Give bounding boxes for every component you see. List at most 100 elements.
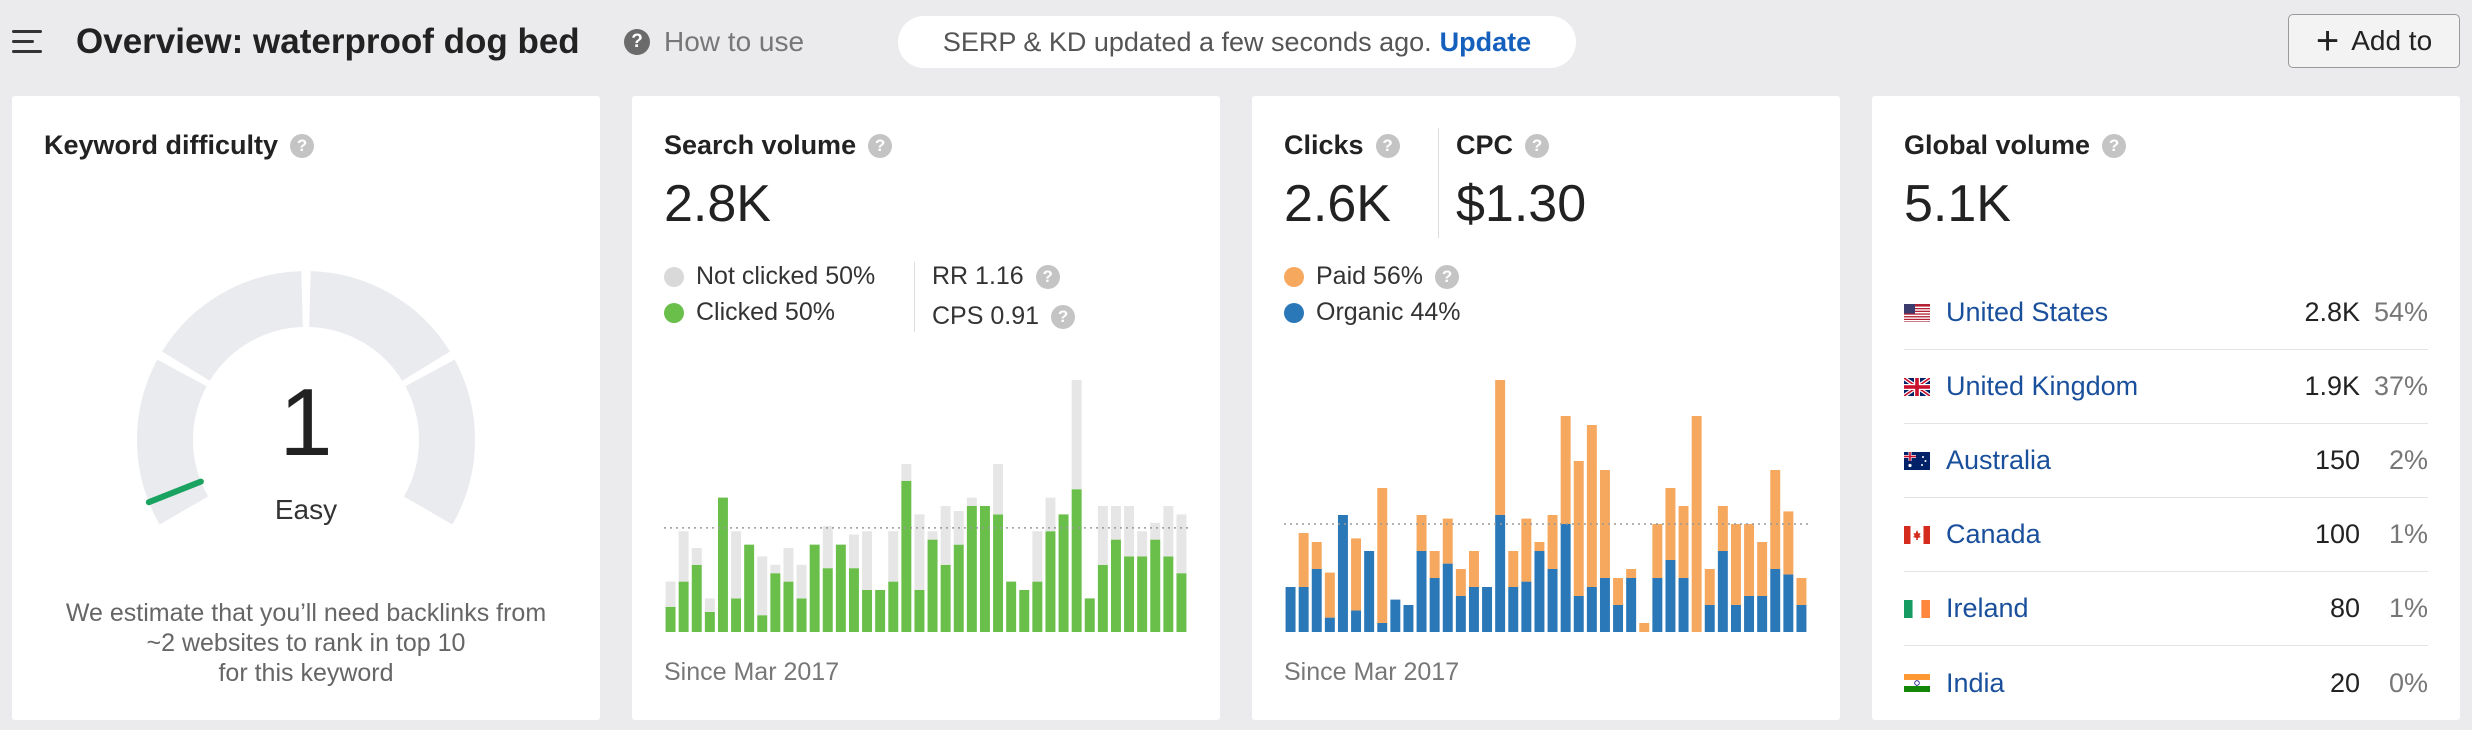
chart-bar[interactable] bbox=[1521, 581, 1532, 632]
chart-bar[interactable] bbox=[927, 531, 938, 540]
help-icon[interactable]: ? bbox=[1435, 264, 1460, 289]
chart-bar[interactable] bbox=[1163, 556, 1174, 632]
chart-bar[interactable] bbox=[1045, 497, 1056, 532]
chart-bar[interactable] bbox=[914, 590, 925, 632]
chart-bar[interactable] bbox=[1560, 524, 1571, 632]
chart-bar[interactable] bbox=[1298, 587, 1309, 632]
chart-bar[interactable] bbox=[1770, 470, 1781, 569]
chart-bar[interactable] bbox=[1071, 489, 1082, 632]
chart-bar[interactable] bbox=[1468, 587, 1479, 632]
country-link[interactable]: United Kingdom bbox=[1946, 371, 2139, 401]
chart-bar[interactable] bbox=[1150, 522, 1161, 540]
chart-bar[interactable] bbox=[1150, 539, 1161, 632]
chart-bar[interactable] bbox=[731, 598, 742, 632]
chart-bar[interactable] bbox=[848, 534, 859, 569]
chart-bar[interactable] bbox=[783, 581, 794, 632]
chart-bar[interactable] bbox=[1573, 596, 1584, 632]
chart-bar[interactable] bbox=[1547, 569, 1558, 632]
chart-bar[interactable] bbox=[1298, 533, 1309, 587]
chart-bar[interactable] bbox=[888, 531, 899, 582]
chart-bar[interactable] bbox=[717, 497, 728, 632]
chart-bar[interactable] bbox=[1495, 380, 1506, 515]
chart-bar[interactable] bbox=[1665, 488, 1676, 560]
chart-bar[interactable] bbox=[848, 568, 859, 632]
chart-bar[interactable] bbox=[1351, 538, 1362, 611]
chart-bar[interactable] bbox=[691, 564, 702, 632]
country-link[interactable]: India bbox=[1946, 667, 2005, 698]
chart-bar[interactable] bbox=[1560, 416, 1571, 524]
chart-bar[interactable] bbox=[1137, 556, 1148, 632]
chart-bar[interactable] bbox=[1678, 506, 1689, 578]
chart-bar[interactable] bbox=[809, 544, 820, 632]
chart-bar[interactable] bbox=[1717, 551, 1728, 632]
chart-bar[interactable] bbox=[1599, 578, 1610, 632]
chart-bar[interactable] bbox=[1521, 518, 1532, 582]
chart-bar[interactable] bbox=[665, 606, 676, 632]
chart-bar[interactable] bbox=[770, 573, 781, 632]
chart-bar[interactable] bbox=[862, 531, 873, 590]
chart-bar[interactable] bbox=[731, 531, 742, 599]
chart-bar[interactable] bbox=[1324, 572, 1335, 618]
help-icon[interactable]: ? bbox=[1525, 133, 1550, 158]
chart-bar[interactable] bbox=[1429, 578, 1440, 632]
chart-bar[interactable] bbox=[1626, 569, 1637, 578]
chart-bar[interactable] bbox=[1097, 506, 1108, 565]
help-icon[interactable]: ? bbox=[290, 133, 315, 158]
chart-bar[interactable] bbox=[1377, 488, 1388, 623]
chart-bar[interactable] bbox=[678, 581, 689, 632]
chart-bar[interactable] bbox=[796, 598, 807, 632]
chart-bar[interactable] bbox=[1796, 578, 1807, 605]
chart-bar[interactable] bbox=[1783, 511, 1794, 575]
chart-bar[interactable] bbox=[966, 497, 977, 506]
country-link[interactable]: Canada bbox=[1946, 519, 2041, 549]
add-to-button[interactable]: + Add to bbox=[2288, 14, 2460, 68]
chart-bar[interactable] bbox=[1744, 524, 1755, 596]
chart-bar[interactable] bbox=[1482, 587, 1493, 632]
chart-bar[interactable] bbox=[888, 581, 899, 632]
chart-bar[interactable] bbox=[678, 531, 689, 582]
chart-bar[interactable] bbox=[1084, 598, 1095, 632]
chart-bar[interactable] bbox=[993, 514, 1004, 632]
chart-bar[interactable] bbox=[1586, 587, 1597, 632]
chart-bar[interactable] bbox=[1416, 551, 1427, 632]
menu-icon[interactable] bbox=[12, 30, 42, 56]
chart-bar[interactable] bbox=[993, 464, 1004, 515]
chart-bar[interactable] bbox=[1110, 506, 1121, 540]
update-link[interactable]: Update bbox=[1439, 26, 1532, 57]
chart-bar[interactable] bbox=[1586, 425, 1597, 587]
chart-bar[interactable] bbox=[1665, 560, 1676, 632]
chart-bar[interactable] bbox=[1599, 470, 1610, 578]
chart-bar[interactable] bbox=[796, 564, 807, 599]
chart-bar[interactable] bbox=[1006, 581, 1017, 632]
chart-bar[interactable] bbox=[1324, 617, 1335, 632]
chart-bar[interactable] bbox=[822, 526, 833, 569]
help-icon[interactable]: ? bbox=[1035, 264, 1060, 289]
chart-bar[interactable] bbox=[1071, 380, 1082, 490]
chart-bar[interactable] bbox=[1058, 514, 1069, 632]
chart-bar[interactable] bbox=[1652, 578, 1663, 632]
chart-bar[interactable] bbox=[1796, 605, 1807, 632]
chart-bar[interactable] bbox=[1508, 551, 1519, 587]
help-icon[interactable]: ? bbox=[1051, 304, 1076, 329]
chart-bar[interactable] bbox=[1377, 623, 1388, 632]
chart-bar[interactable] bbox=[757, 556, 768, 616]
chart-bar[interactable] bbox=[979, 506, 990, 632]
chart-bar[interactable] bbox=[1534, 551, 1545, 632]
chart-bar[interactable] bbox=[1097, 564, 1108, 632]
chart-bar[interactable] bbox=[1704, 605, 1715, 632]
chart-bar[interactable] bbox=[1770, 569, 1781, 632]
chart-bar[interactable] bbox=[1045, 531, 1056, 632]
help-icon[interactable]: ? bbox=[1375, 133, 1400, 158]
chart-bar[interactable] bbox=[1351, 610, 1362, 632]
chart-bar[interactable] bbox=[1176, 514, 1187, 574]
chart-bar[interactable] bbox=[1547, 515, 1558, 569]
chart-bar[interactable] bbox=[1364, 551, 1375, 632]
chart-bar[interactable] bbox=[1613, 578, 1624, 605]
chart-bar[interactable] bbox=[704, 598, 715, 612]
chart-bar[interactable] bbox=[953, 544, 964, 632]
chart-bar[interactable] bbox=[1757, 542, 1768, 596]
chart-bar[interactable] bbox=[1032, 531, 1043, 582]
chart-bar[interactable] bbox=[1390, 599, 1401, 632]
chart-bar[interactable] bbox=[1730, 605, 1741, 632]
chart-bar[interactable] bbox=[966, 506, 977, 632]
